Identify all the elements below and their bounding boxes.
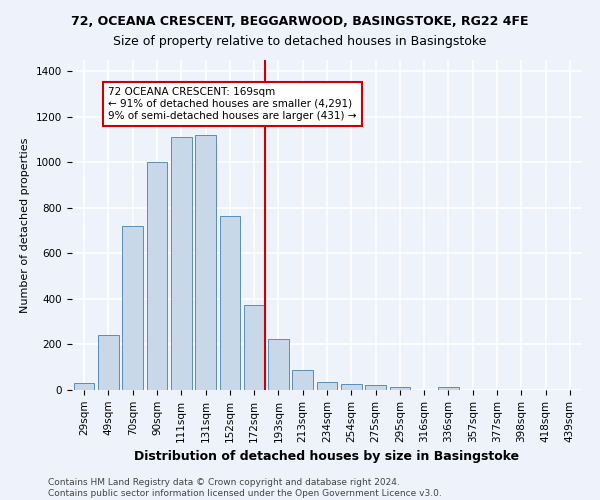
- Bar: [74, 382, 94, 390]
- Bar: [317, 382, 337, 390]
- Bar: [438, 386, 459, 390]
- Bar: [171, 138, 191, 390]
- Bar: [146, 162, 167, 390]
- Text: 72, OCEANA CRESCENT, BEGGARWOOD, BASINGSTOKE, RG22 4FE: 72, OCEANA CRESCENT, BEGGARWOOD, BASINGS…: [71, 15, 529, 28]
- Text: Contains HM Land Registry data © Crown copyright and database right 2024.
Contai: Contains HM Land Registry data © Crown c…: [48, 478, 442, 498]
- Bar: [341, 384, 362, 390]
- Bar: [244, 304, 265, 390]
- Bar: [98, 336, 119, 390]
- X-axis label: Distribution of detached houses by size in Basingstoke: Distribution of detached houses by size …: [134, 450, 520, 463]
- Bar: [122, 226, 143, 390]
- Y-axis label: Number of detached properties: Number of detached properties: [20, 138, 31, 312]
- Bar: [195, 135, 216, 390]
- Bar: [220, 216, 240, 390]
- Text: Size of property relative to detached houses in Basingstoke: Size of property relative to detached ho…: [113, 35, 487, 48]
- Bar: [389, 386, 410, 390]
- Bar: [268, 339, 289, 390]
- Bar: [292, 370, 313, 390]
- Text: 72 OCEANA CRESCENT: 169sqm
← 91% of detached houses are smaller (4,291)
9% of se: 72 OCEANA CRESCENT: 169sqm ← 91% of deta…: [109, 88, 357, 120]
- Bar: [365, 385, 386, 390]
